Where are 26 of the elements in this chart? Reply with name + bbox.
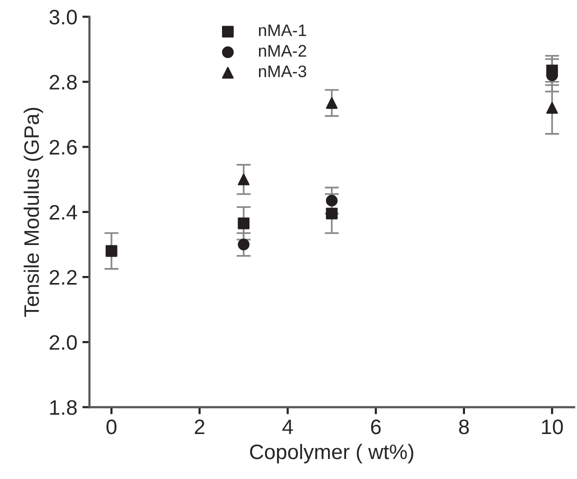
legend-label: nMA-3 — [258, 65, 306, 78]
x-tick-label: 6 — [371, 420, 381, 434]
point — [326, 208, 338, 220]
point — [238, 238, 250, 250]
y-tick-label: 1.8 — [50, 400, 77, 415]
y-tick-label: 2.8 — [50, 74, 77, 90]
y-tick-label: 2.2 — [50, 270, 77, 285]
point — [326, 194, 338, 206]
point — [106, 245, 118, 257]
x-tick-label: 4 — [282, 420, 293, 434]
point — [546, 102, 558, 114]
legend-label: nMA-2 — [258, 44, 306, 57]
y-axis-title: Tensile Modulus (GPa) — [24, 108, 44, 317]
x-tick-label: 10 — [542, 420, 563, 434]
y-tick-label: 2.4 — [50, 204, 78, 220]
point — [326, 97, 338, 109]
x-tick-label: 2 — [194, 420, 204, 434]
y-tick-label: 3.0 — [49, 10, 77, 25]
point — [238, 174, 250, 186]
point — [238, 218, 250, 230]
x-tick-label: 0 — [106, 420, 116, 434]
x-axis-title: Copolymer ( wt%) — [250, 444, 414, 464]
y-tick-label: 2.0 — [50, 335, 77, 350]
y-tick-label: 2.6 — [50, 140, 77, 155]
legend-label: nMA-1 — [258, 24, 306, 36]
x-tick-label: 8 — [459, 420, 469, 434]
